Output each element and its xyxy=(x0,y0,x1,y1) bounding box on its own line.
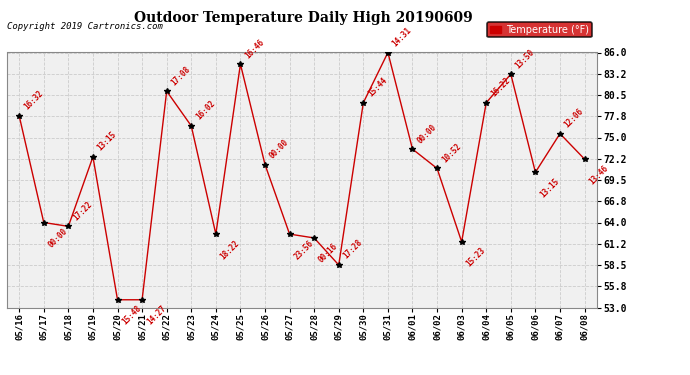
Text: 17:22: 17:22 xyxy=(71,200,94,222)
Text: 17:08: 17:08 xyxy=(170,64,193,87)
Text: 00:00: 00:00 xyxy=(415,122,438,145)
Text: 00:00: 00:00 xyxy=(46,226,69,249)
Text: 16:32: 16:32 xyxy=(22,89,45,112)
Text: 16:22: 16:22 xyxy=(489,76,512,99)
Text: 13:15: 13:15 xyxy=(96,130,119,153)
Text: 18:22: 18:22 xyxy=(219,238,241,261)
Text: Copyright 2019 Cartronics.com: Copyright 2019 Cartronics.com xyxy=(7,22,163,31)
Text: 15:48: 15:48 xyxy=(120,304,143,327)
Text: Outdoor Temperature Daily High 20190609: Outdoor Temperature Daily High 20190609 xyxy=(135,11,473,25)
Text: 13:15: 13:15 xyxy=(538,177,561,199)
Legend: Temperature (°F): Temperature (°F) xyxy=(486,22,592,38)
Text: 17:28: 17:28 xyxy=(342,238,364,261)
Text: 13:46: 13:46 xyxy=(587,163,610,186)
Text: 15:23: 15:23 xyxy=(464,246,487,269)
Text: 00:00: 00:00 xyxy=(268,138,290,160)
Text: 10:52: 10:52 xyxy=(440,141,462,164)
Text: 16:46: 16:46 xyxy=(243,37,266,60)
Text: 13:50: 13:50 xyxy=(513,47,536,70)
Text: 14:27: 14:27 xyxy=(145,304,168,327)
Text: 15:44: 15:44 xyxy=(366,76,389,99)
Text: 12:06: 12:06 xyxy=(563,107,586,129)
Text: 00:16: 00:16 xyxy=(317,242,339,265)
Text: 14:31: 14:31 xyxy=(391,26,413,48)
Text: 16:02: 16:02 xyxy=(194,99,217,122)
Text: 23:56: 23:56 xyxy=(293,238,315,261)
